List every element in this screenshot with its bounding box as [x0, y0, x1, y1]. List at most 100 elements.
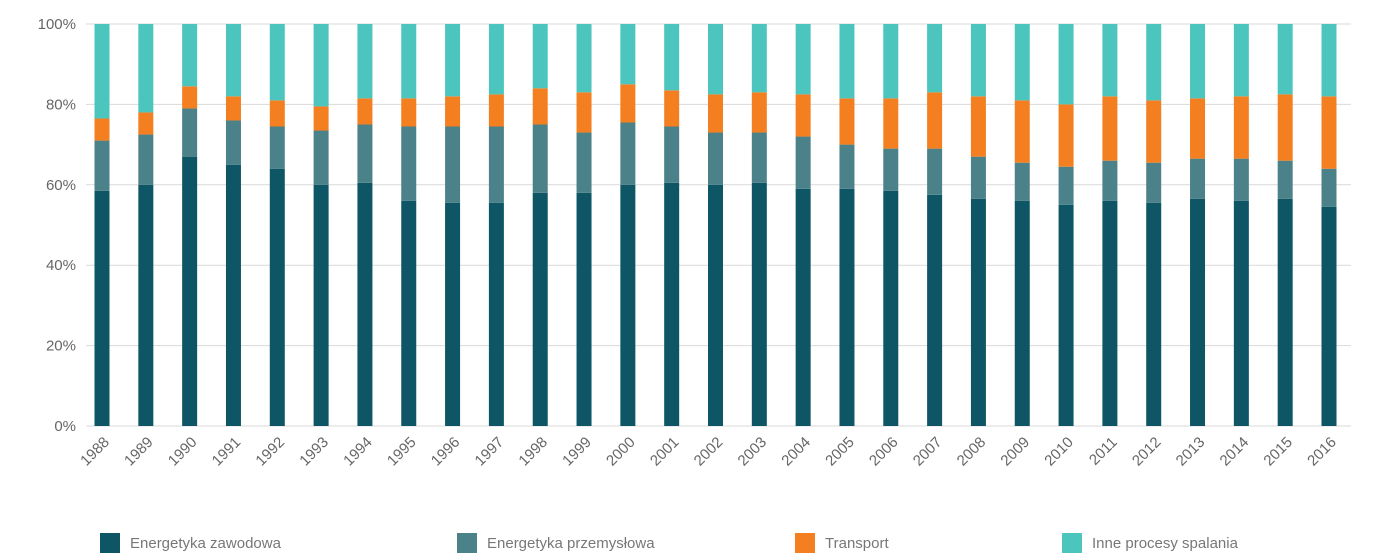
bar-segment [576, 92, 592, 133]
x-tick-label: 1988 [77, 434, 113, 470]
x-tick-label: 1992 [252, 434, 288, 470]
x-tick-label: 2006 [866, 434, 902, 470]
bar-segment [269, 24, 285, 101]
bar-segment [1233, 158, 1249, 201]
bar-segment [883, 190, 899, 426]
x-tick-label: 2011 [1086, 434, 1121, 469]
legend-label: Inne procesy spalania [1092, 534, 1238, 552]
bar-segment [269, 126, 285, 169]
x-tick-label: 1997 [472, 434, 508, 470]
bar-segment [708, 94, 723, 133]
bar-segment [138, 24, 154, 113]
bar-segment [357, 182, 373, 426]
bar-segment [532, 24, 548, 89]
bar-segment [532, 124, 548, 193]
bar-segment [883, 24, 899, 99]
y-tick-label: 0% [54, 418, 76, 435]
bar-segment [1277, 160, 1293, 199]
bar-segment [445, 202, 461, 426]
bar-segment [708, 24, 723, 95]
bar-segment [620, 184, 636, 426]
bar-segment [1146, 100, 1162, 163]
bar-segment [927, 194, 943, 426]
bar-segment [708, 184, 723, 426]
bar-segment [1190, 24, 1206, 99]
bar-segment [313, 106, 329, 131]
bar-segment [401, 200, 417, 426]
y-tick-label: 80% [46, 96, 76, 113]
x-axis-tick-labels: 1988 1989 1990 1991 1992 1993 1994 1995 1996 1997… [77, 434, 1340, 470]
x-tick-label: 2002 [691, 434, 727, 470]
bar-segment [138, 112, 154, 135]
bar-segment [1277, 198, 1293, 426]
bar-segment [138, 184, 154, 426]
legend-label: Energetyka przemysłowa [487, 534, 655, 552]
bar-segment [1233, 200, 1249, 426]
bar-segment [357, 98, 373, 125]
bar-segment [1321, 168, 1337, 207]
bar-segment [883, 98, 899, 149]
x-tick-label: 2000 [603, 434, 639, 470]
bar-segment [576, 192, 592, 426]
x-tick-label: 2015 [1260, 434, 1296, 470]
bar-segment [620, 84, 636, 123]
bar-segment [357, 124, 373, 183]
legend-item: Energetyka przemysłowa [457, 533, 655, 553]
y-axis-tick-labels: 0% 20% 40% 60% 80% 100% [38, 16, 76, 435]
legend-swatch [795, 533, 815, 553]
bar-segment [927, 148, 943, 195]
bar-segment [839, 98, 855, 145]
legend-swatch [100, 533, 120, 553]
stacked-bar-chart: 0%20%40%60%80%100% 1988 1989 1990 1991 1992 1… [38, 16, 1351, 470]
bar-segment [182, 86, 198, 109]
x-tick-label: 1991 [209, 434, 245, 470]
x-tick-label: 1989 [121, 434, 157, 470]
bar-segment [970, 96, 986, 157]
bar-segment [1102, 96, 1118, 161]
bar-segment [1321, 206, 1337, 426]
x-tick-label: 2012 [1129, 434, 1165, 470]
bar-segment [94, 140, 110, 191]
bar-segment [1146, 24, 1162, 101]
bar-segment [182, 24, 198, 87]
x-tick-label: 1994 [340, 434, 376, 470]
bar-segment [357, 24, 373, 99]
bar-segment [751, 182, 767, 426]
bar-segment [795, 94, 811, 137]
bar-segment [94, 24, 110, 119]
bar-segment [664, 90, 680, 127]
bar-segment [576, 24, 592, 93]
bar-segment [313, 24, 329, 107]
bar-segment [138, 134, 154, 185]
legend-label: Energetyka zawodowa [130, 534, 281, 552]
bar-segment [1102, 160, 1118, 201]
x-tick-label: 2005 [822, 434, 858, 470]
y-tick-label: 20% [46, 338, 76, 355]
bar-segment [1277, 24, 1293, 95]
bar-segment [927, 24, 943, 93]
legend-item: Inne procesy spalania [1062, 533, 1238, 553]
x-tick-label: 2009 [997, 434, 1033, 470]
bar-segment [751, 92, 767, 133]
legend: Energetyka zawodowa Energetyka przemysłow… [0, 533, 1373, 560]
bar-segment [1014, 162, 1030, 201]
bar-segment [970, 198, 986, 426]
y-tick-label: 60% [46, 177, 76, 194]
bar-segment [94, 190, 110, 426]
y-tick-label: 40% [46, 257, 76, 274]
bar-segment [313, 130, 329, 185]
x-tick-label: 1993 [296, 434, 332, 470]
x-tick-label: 1998 [515, 434, 551, 470]
bar-segment [795, 24, 811, 95]
bar-segment [1277, 94, 1293, 161]
bar-segment [1102, 200, 1118, 426]
bar-segment [795, 188, 811, 426]
bar-segment [708, 132, 723, 185]
x-tick-label: 2007 [910, 434, 946, 470]
bar-segment [883, 148, 899, 191]
bar-segment [1146, 162, 1162, 203]
bar-segment [751, 24, 767, 93]
x-tick-label: 2013 [1173, 434, 1209, 470]
x-tick-label: 2016 [1304, 434, 1340, 470]
bar-segment [1190, 158, 1206, 199]
